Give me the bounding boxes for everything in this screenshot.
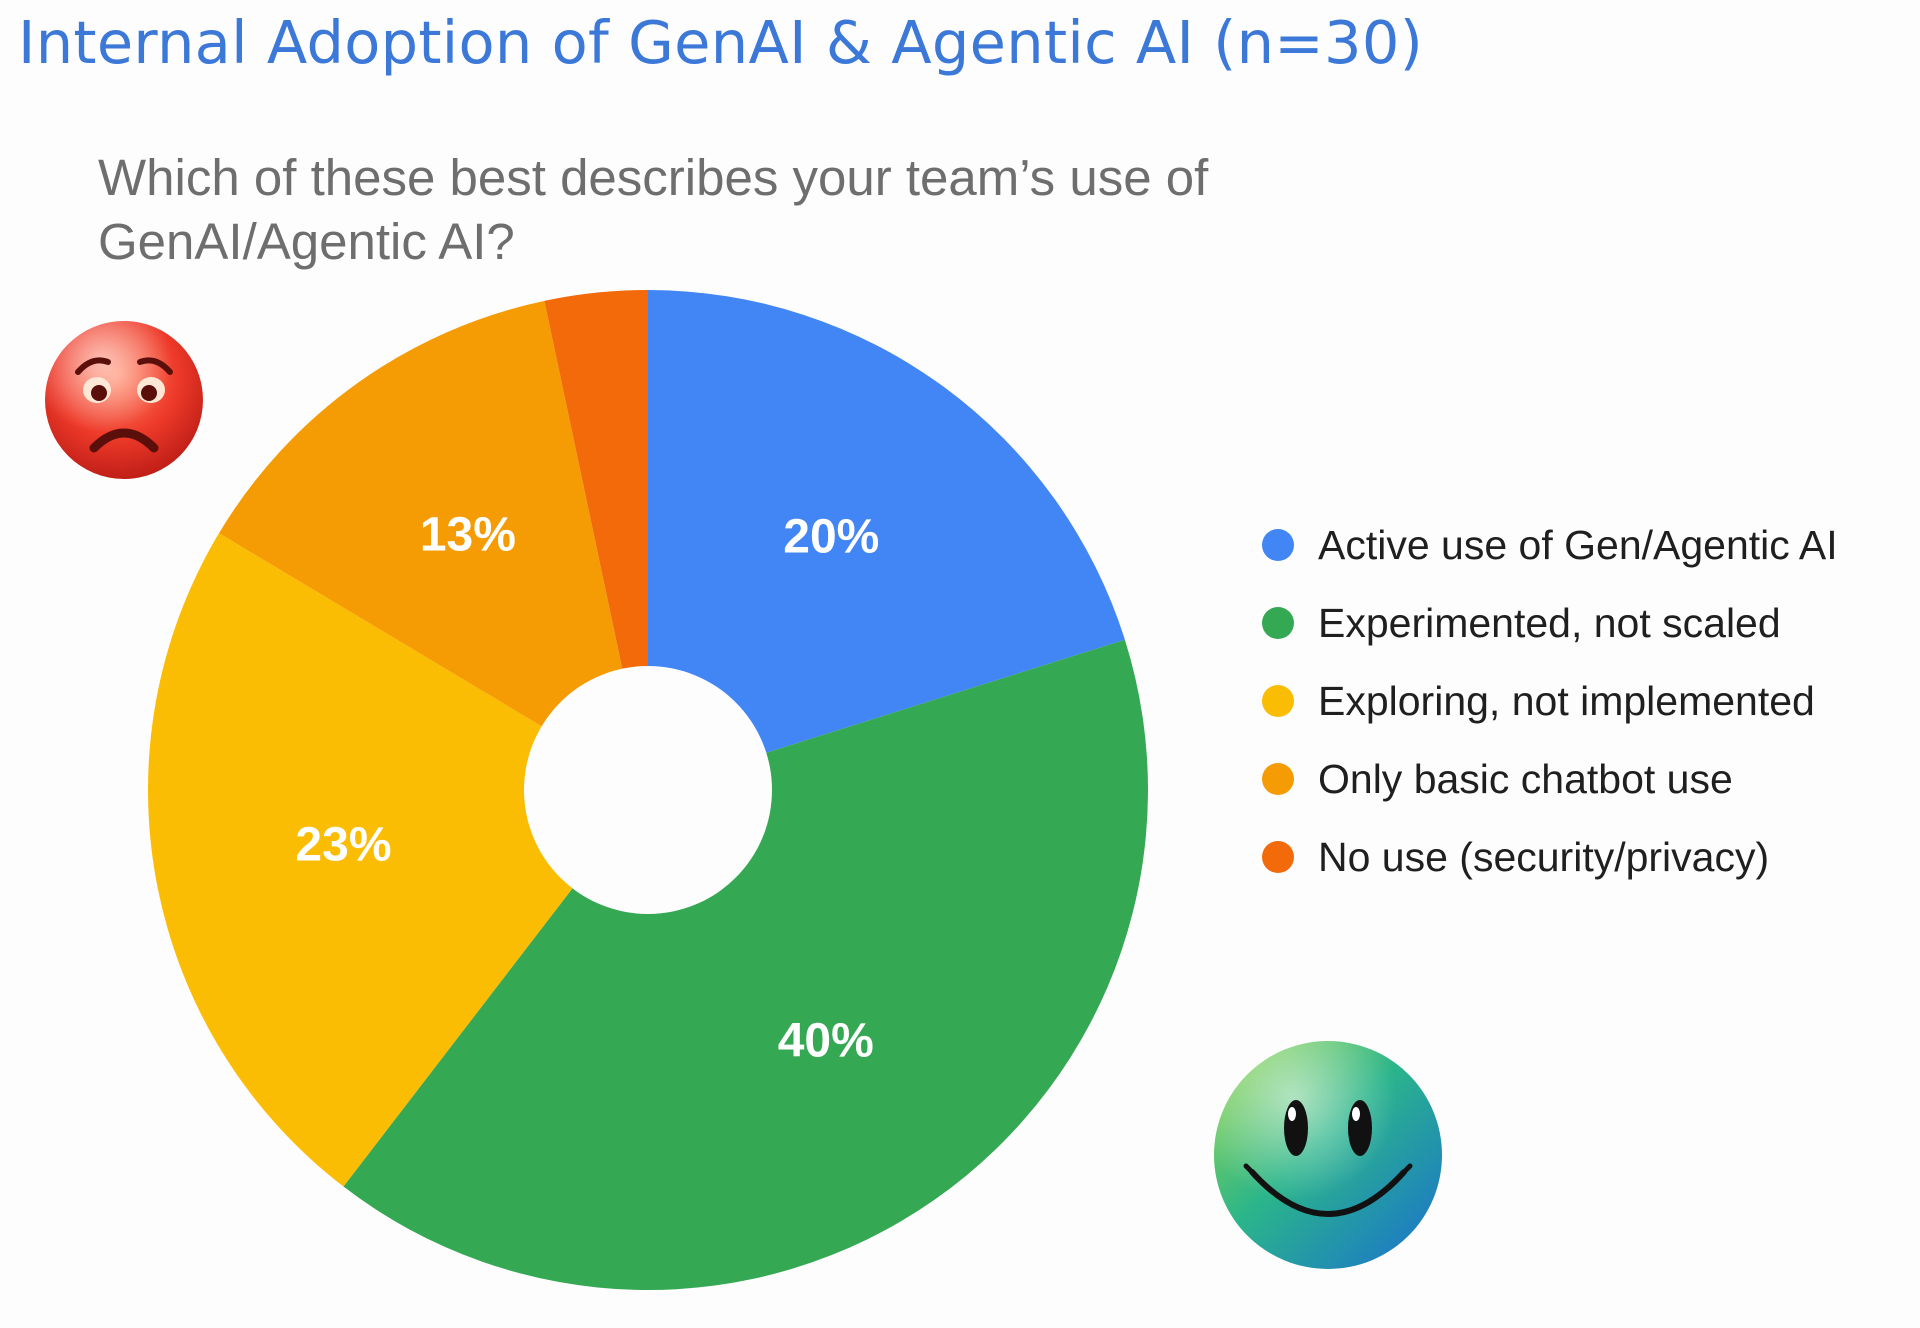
legend-label: Only basic chatbot use [1318,755,1733,802]
legend-swatch [1262,685,1294,717]
slice-value-label-3: 23% [295,819,391,872]
legend-swatch [1262,607,1294,639]
pie-slice-5 [544,290,648,790]
chart-title: Internal Adoption of GenAI & Agentic AI … [18,8,1424,77]
pie-slice-3 [147,533,648,1187]
legend-swatch [1262,841,1294,873]
chart-legend: Active use of Gen/Agentic AI Experimented… [1262,506,1838,896]
pie-slice-4 [218,300,649,790]
donut-hole [524,666,772,914]
slice-labels: 20% 40% 23% 13% [295,508,879,1067]
legend-label: Experimented, not scaled [1318,599,1781,646]
legend-item: Experimented, not scaled [1262,584,1838,662]
legend-item: Active use of Gen/Agentic AI [1262,506,1838,584]
legend-swatch [1262,763,1294,795]
pie-slice-2 [343,639,1149,1291]
sad-face-emoji [45,321,203,479]
slice-value-label-4: 13% [420,508,516,561]
legend-item: Only basic chatbot use [1262,740,1838,818]
slice-value-label-1: 20% [783,511,879,564]
legend-item: Exploring, not implemented [1262,662,1838,740]
pie-slice-1 [648,290,1125,790]
legend-swatch [1262,529,1294,561]
chart-subtitle: Which of these best describes your team’… [98,149,1209,270]
pie-slices [147,290,1149,1291]
legend-label: Active use of Gen/Agentic AI [1318,521,1838,568]
slice-value-label-2: 40% [778,1015,874,1068]
legend-item: No use (security/privacy) [1262,818,1838,896]
smiley-face-emoji [1214,1041,1442,1269]
legend-label: No use (security/privacy) [1318,833,1770,880]
legend-label: Exploring, not implemented [1318,677,1815,724]
